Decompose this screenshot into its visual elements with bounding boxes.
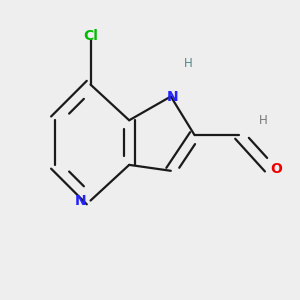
Text: N: N — [167, 89, 178, 103]
Text: N: N — [75, 194, 87, 208]
Text: O: O — [270, 162, 282, 176]
Text: H: H — [184, 57, 193, 70]
Text: H: H — [259, 114, 267, 127]
Text: Cl: Cl — [83, 28, 98, 43]
